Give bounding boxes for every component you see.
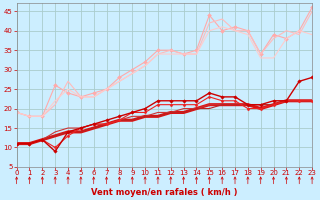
X-axis label: Vent moyen/en rafales ( km/h ): Vent moyen/en rafales ( km/h ) (91, 188, 238, 197)
